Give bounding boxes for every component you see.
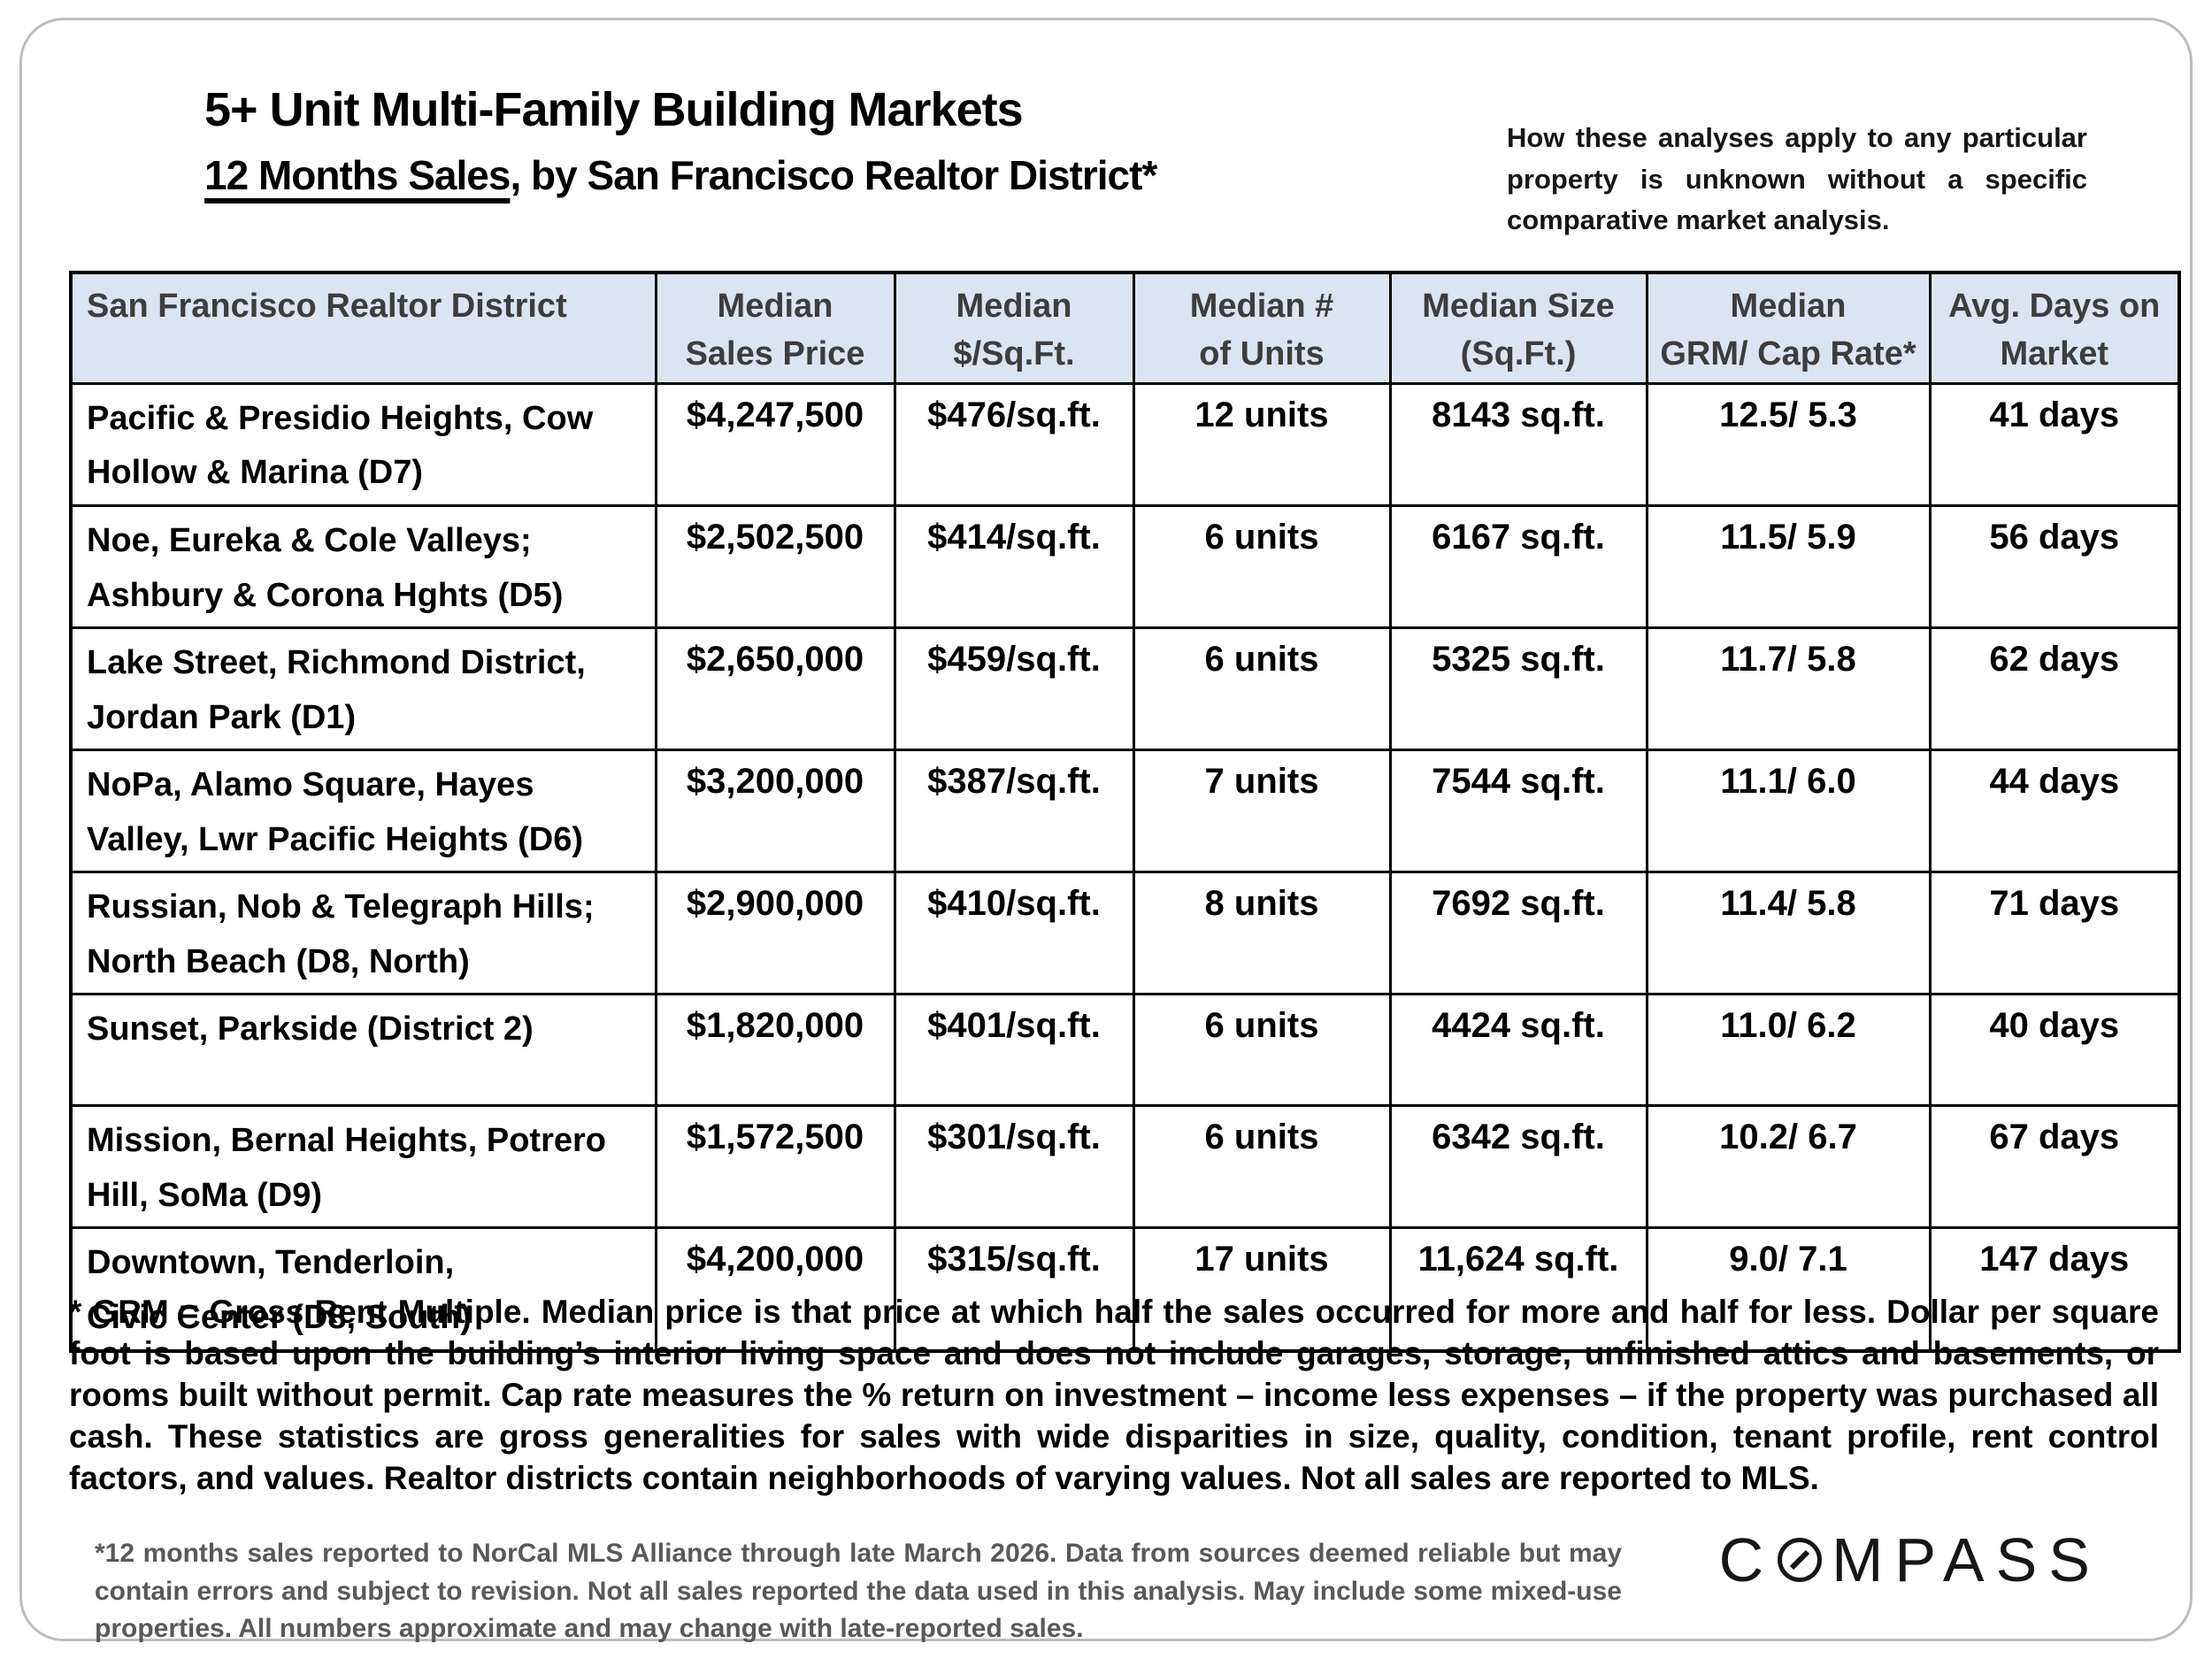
- col-header-avg-days-on-market: Avg. Days on Market: [1928, 271, 2181, 385]
- cell-median-price-per-sqft: $387/sq.ft.: [893, 749, 1135, 874]
- table-row: Lake Street, Richmond District, Jordan P…: [69, 626, 2181, 752]
- cell-median-units: 7 units: [1132, 749, 1392, 874]
- cell-district: Sunset, Parkside (District 2): [69, 993, 657, 1108]
- cell-median-price-per-sqft: $315/sq.ft.: [893, 1226, 1135, 1353]
- cell-median-grm-cap-rate: 11.0/ 6.2: [1645, 993, 1932, 1108]
- cell-median-price-per-sqft: $414/sq.ft.: [893, 503, 1135, 630]
- cell-district: Mission, Bernal Heights, Potrero Hill, S…: [69, 1104, 657, 1230]
- cell-district: Downtown, Tenderloin, Civic Center (D8, …: [69, 1226, 657, 1353]
- table-row: Mission, Bernal Heights, Potrero Hill, S…: [69, 1104, 2181, 1230]
- col-header-median-units: Median # of Units: [1132, 271, 1392, 385]
- cell-median-units: 6 units: [1132, 993, 1392, 1108]
- cell-median-units: 17 units: [1132, 1226, 1392, 1353]
- cell-median-size: 7692 sq.ft.: [1388, 871, 1648, 996]
- cell-district: Lake Street, Richmond District, Jordan P…: [69, 626, 657, 752]
- cell-median-price-per-sqft: $476/sq.ft.: [893, 381, 1135, 508]
- cell-avg-days-on-market: 147 days: [1928, 1226, 2181, 1353]
- cell-avg-days-on-market: 44 days: [1928, 749, 2181, 874]
- cell-median-size: 8143 sq.ft.: [1388, 381, 1648, 508]
- cell-median-grm-cap-rate: 11.1/ 6.0: [1645, 749, 1932, 874]
- cell-median-price-per-sqft: $401/sq.ft.: [893, 993, 1135, 1108]
- cell-median-units: 6 units: [1132, 1104, 1392, 1230]
- market-table: San Francisco Realtor District Median Sa…: [69, 271, 2181, 1353]
- disclaimer-note: How these analyses apply to any particul…: [1507, 122, 2087, 235]
- cell-median-units: 6 units: [1132, 503, 1392, 630]
- cell-district: Noe, Eureka & Cole Valleys; Ashbury & Co…: [69, 503, 657, 630]
- logo-text-c: C: [1718, 1525, 1776, 1594]
- cell-median-sales-price: $2,650,000: [654, 626, 896, 752]
- subtitle-underlined-text: 12 Months Sales: [204, 152, 511, 198]
- table-row: Noe, Eureka & Cole Valleys; Ashbury & Co…: [69, 503, 2181, 630]
- grm-footnote: * GRM = Gross Rent Multiple. Median pric…: [69, 1294, 2159, 1496]
- market-table-wrap: San Francisco Realtor District Median Sa…: [69, 271, 2181, 1353]
- cell-median-units: 12 units: [1132, 381, 1392, 508]
- col-header-median-grm-cap-rate: Median GRM/ Cap Rate*: [1645, 271, 1932, 385]
- logo-text-mpass: MPASS: [1832, 1525, 2101, 1594]
- cell-median-size: 7544 sq.ft.: [1388, 749, 1648, 874]
- table-row: Sunset, Parkside (District 2) $1,820,000…: [69, 993, 2181, 1108]
- cell-median-size: 11,624 sq.ft.: [1388, 1226, 1648, 1353]
- cell-median-sales-price: $3,200,000: [654, 749, 896, 874]
- cell-median-units: 8 units: [1132, 871, 1392, 996]
- cell-median-sales-price: $2,502,500: [654, 503, 896, 630]
- cell-avg-days-on-market: 71 days: [1928, 871, 2181, 996]
- compass-needle-o-icon: [1778, 1538, 1823, 1582]
- cell-median-size: 5325 sq.ft.: [1388, 626, 1648, 752]
- cell-district: Pacific & Presidio Heights, Cow Hollow &…: [69, 381, 657, 508]
- subtitle-rest-text: , by San Francisco Realtor District*: [510, 152, 1157, 198]
- cell-median-grm-cap-rate: 11.5/ 5.9: [1645, 503, 1932, 630]
- table-header-row: San Francisco Realtor District Median Sa…: [69, 271, 2181, 385]
- cell-avg-days-on-market: 62 days: [1928, 626, 2181, 752]
- col-header-district: San Francisco Realtor District: [69, 271, 657, 385]
- col-header-median-size: Median Size (Sq.Ft.): [1388, 271, 1648, 385]
- page-title: 5+ Unit Multi-Family Building Markets: [204, 83, 1024, 136]
- cell-median-sales-price: $4,247,500: [654, 381, 896, 508]
- cell-median-sales-price: $1,572,500: [654, 1104, 896, 1230]
- cell-median-grm-cap-rate: 9.0/ 7.1: [1645, 1226, 1932, 1353]
- cell-median-size: 6167 sq.ft.: [1388, 503, 1648, 630]
- table-row: NoPa, Alamo Square, Hayes Valley, Lwr Pa…: [69, 749, 2181, 874]
- cell-avg-days-on-market: 56 days: [1928, 503, 2181, 630]
- cell-district: NoPa, Alamo Square, Hayes Valley, Lwr Pa…: [69, 749, 657, 874]
- table-row: Pacific & Presidio Heights, Cow Hollow &…: [69, 381, 2181, 508]
- cell-median-grm-cap-rate: 12.5/ 5.3: [1645, 381, 1932, 508]
- cell-median-units: 6 units: [1132, 626, 1392, 752]
- page-subtitle: 12 Months Sales, by San Francisco Realto…: [204, 151, 1157, 199]
- table-row: Downtown, Tenderloin, Civic Center (D8, …: [69, 1226, 2181, 1353]
- col-header-median-sales-price: Median Sales Price: [654, 271, 896, 385]
- cell-avg-days-on-market: 40 days: [1928, 993, 2181, 1108]
- cell-median-size: 4424 sq.ft.: [1388, 993, 1648, 1108]
- cell-median-price-per-sqft: $301/sq.ft.: [893, 1104, 1135, 1230]
- data-source-footnote: *12 months sales reported to NorCal MLS …: [95, 1539, 1622, 1644]
- col-header-median-price-per-sqft: Median $/Sq.Ft.: [893, 271, 1135, 385]
- cell-avg-days-on-market: 67 days: [1928, 1104, 2181, 1230]
- cell-median-sales-price: $2,900,000: [654, 871, 896, 996]
- compass-logo: C MPASS: [1719, 1525, 2101, 1595]
- cell-median-grm-cap-rate: 11.7/ 5.8: [1645, 626, 1932, 752]
- cell-median-grm-cap-rate: 11.4/ 5.8: [1645, 871, 1932, 996]
- table-row: Russian, Nob & Telegraph Hills; North Be…: [69, 871, 2181, 996]
- cell-median-size: 6342 sq.ft.: [1388, 1104, 1648, 1230]
- cell-median-grm-cap-rate: 10.2/ 6.7: [1645, 1104, 1932, 1230]
- cell-district: Russian, Nob & Telegraph Hills; North Be…: [69, 871, 657, 996]
- cell-median-sales-price: $4,200,000: [654, 1226, 896, 1353]
- report-card: 5+ Unit Multi-Family Building Markets 12…: [19, 18, 2193, 1643]
- cell-avg-days-on-market: 41 days: [1928, 381, 2181, 508]
- cell-median-sales-price: $1,820,000: [654, 993, 896, 1108]
- cell-median-price-per-sqft: $459/sq.ft.: [893, 626, 1135, 752]
- cell-median-price-per-sqft: $410/sq.ft.: [893, 871, 1135, 996]
- title-block: 5+ Unit Multi-Family Building Markets 12…: [204, 82, 1157, 199]
